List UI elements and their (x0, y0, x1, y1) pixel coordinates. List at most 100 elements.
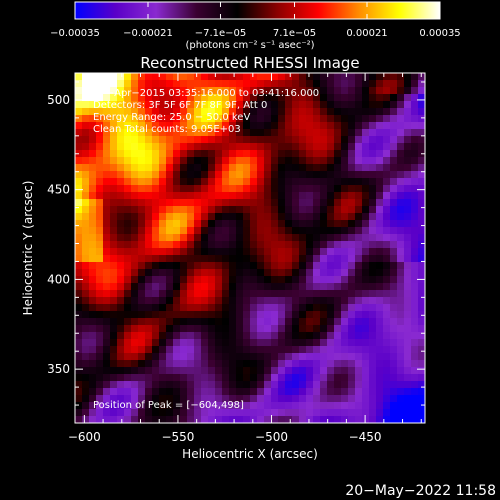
heatmap-cell (390, 206, 398, 214)
heatmap-cell (320, 374, 328, 382)
heatmap-cell (369, 374, 377, 382)
heatmap-cell (404, 122, 412, 130)
heatmap-cell (383, 80, 391, 88)
heatmap-cell (397, 129, 405, 137)
heatmap-cell (383, 73, 391, 81)
heatmap-cell (229, 178, 237, 186)
heatmap-cell (138, 178, 146, 186)
heatmap-cell (348, 185, 356, 193)
heatmap-cell (411, 248, 419, 256)
heatmap-cell (166, 94, 174, 102)
heatmap-cell (250, 353, 258, 361)
heatmap-cell (75, 353, 83, 361)
heatmap-cell (411, 255, 419, 263)
heatmap-cell (257, 199, 265, 207)
heatmap-cell (341, 150, 349, 158)
heatmap-cell (334, 409, 342, 417)
heatmap-cell (362, 248, 370, 256)
heatmap-cell (201, 304, 209, 312)
heatmap-cell (271, 353, 279, 361)
heatmap-cell (390, 416, 398, 423)
heatmap-cell (152, 325, 160, 333)
heatmap-cell (257, 339, 265, 347)
heatmap-cell (117, 248, 125, 256)
heatmap-cell (362, 185, 370, 193)
heatmap-cell (82, 206, 90, 214)
heatmap-cell (376, 311, 384, 319)
heatmap-cell (103, 234, 111, 242)
heatmap-cell (285, 80, 293, 88)
heatmap-cell (250, 311, 258, 319)
heatmap-cell (278, 164, 286, 172)
heatmap-cell (411, 409, 419, 417)
heatmap-cell (390, 213, 398, 221)
heatmap-cell (187, 122, 195, 130)
heatmap-cell (229, 346, 237, 354)
heatmap-cell (264, 297, 272, 305)
heatmap-cell (75, 108, 83, 116)
heatmap-cell (334, 185, 342, 193)
heatmap-cell (397, 381, 405, 389)
heatmap-cell (145, 353, 153, 361)
x-tick-label: −550 (161, 430, 194, 444)
heatmap-cell (138, 283, 146, 291)
heatmap-cell (82, 73, 90, 81)
heatmap-cell (208, 108, 216, 116)
heatmap-cell (152, 381, 160, 389)
heatmap-cell (383, 381, 391, 389)
heatmap-cell (152, 297, 160, 305)
heatmap-cell (159, 262, 167, 270)
heatmap-cell (299, 143, 307, 151)
heatmap-cell (390, 185, 398, 193)
heatmap-cell (194, 332, 202, 340)
heatmap-cell (145, 367, 153, 375)
heatmap-cell (320, 416, 328, 423)
heatmap-cell (194, 416, 202, 423)
heatmap-cell (187, 206, 195, 214)
heatmap-cell (404, 199, 412, 207)
heatmap-cell (201, 136, 209, 144)
heatmap-cell (117, 171, 125, 179)
heatmap-cell (124, 227, 132, 235)
heatmap-cell (257, 402, 265, 410)
heatmap-cell (348, 332, 356, 340)
heatmap-cell (257, 164, 265, 172)
heatmap-cell (250, 276, 258, 284)
heatmap-cell (334, 388, 342, 396)
heatmap-cell (215, 157, 223, 165)
heatmap-cell (257, 115, 265, 123)
heatmap-cell (327, 262, 335, 270)
heatmap-cell (397, 178, 405, 186)
heatmap-cell (390, 374, 398, 382)
heatmap-cell (131, 290, 139, 298)
heatmap-cell (131, 374, 139, 382)
heatmap-cell (313, 150, 321, 158)
heatmap-cell (327, 346, 335, 354)
heatmap-cell (194, 241, 202, 249)
heatmap-cell (334, 192, 342, 200)
heatmap-cell (278, 318, 286, 326)
heatmap-cell (257, 297, 265, 305)
y-tick-label: 350 (47, 362, 70, 376)
heatmap-cell (320, 115, 328, 123)
heatmap-cell (96, 227, 104, 235)
heatmap-cell (264, 150, 272, 158)
heatmap-cell (138, 388, 146, 396)
heatmap-cell (278, 248, 286, 256)
heatmap-cell (313, 297, 321, 305)
heatmap-cell (278, 262, 286, 270)
heatmap-cell (166, 234, 174, 242)
heatmap-cell (292, 171, 300, 179)
heatmap-cell (292, 297, 300, 305)
heatmap-cell (96, 304, 104, 312)
heatmap-cell (362, 227, 370, 235)
heatmap-cell (208, 143, 216, 151)
heatmap-cell (89, 87, 97, 95)
heatmap-cell (404, 416, 412, 423)
heatmap-cell (75, 311, 83, 319)
heatmap-cell (173, 374, 181, 382)
heatmap-cell (208, 388, 216, 396)
colorbar-ticks: −0.00035 −0.00021 −7.1e−05 7.1e−05 0.00021 0.… (50, 2, 461, 39)
heatmap-cell (236, 115, 244, 123)
heatmap-cell (285, 213, 293, 221)
